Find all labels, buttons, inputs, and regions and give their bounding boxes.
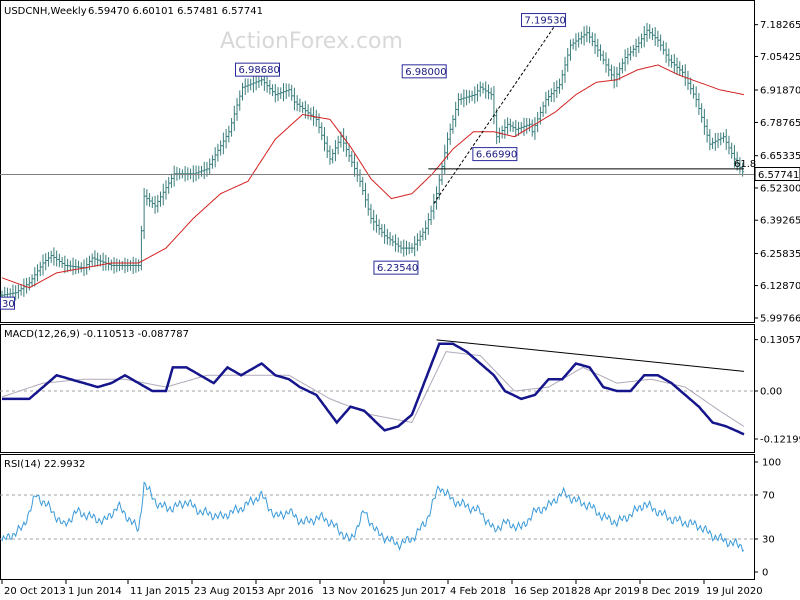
x-axis: 20 Oct 2013 1 Jun 2014 11 Jan 2015 23 Aug 2…	[1, 580, 763, 597]
price-annotation: 6.98000	[405, 67, 446, 78]
price-header-ohlc: 6.59470 6.60101 6.57481 6.57741	[88, 6, 263, 17]
moving-average-line	[1, 64, 745, 289]
x-tick-label: 3 Apr 2016	[258, 586, 313, 597]
macd-tick-label: 0.00	[760, 387, 782, 398]
price-annotation-box	[373, 260, 419, 275]
price-annotation-box	[401, 64, 447, 79]
x-tick-label: 13 Nov 2016	[322, 586, 386, 597]
price-labels: 6.98680 6.98000 7.19530 6.66990 6.23540 30	[0, 13, 567, 310]
macd-tick-label: -0.121993	[760, 434, 800, 445]
x-tick-label: 11 Jan 2015	[130, 586, 190, 597]
price-tick-label: 6.78765	[760, 118, 800, 129]
price-annotation: 6.23540	[377, 263, 418, 274]
price-tick-label: 7.18265	[760, 20, 800, 31]
price-tick-label: 6.39265	[760, 216, 800, 227]
x-tick-label: 4 Feb 2018	[450, 586, 506, 597]
macd-indicator: 0.13057 0.00 -0.121993	[0, 335, 800, 445]
rsi-tick-label: 0	[762, 568, 768, 579]
price-annotation-box	[234, 62, 280, 77]
rsi-title: RSI(14) 22.9932	[4, 459, 85, 470]
price-tick-label: 6.12870	[760, 281, 800, 292]
watermark: ActionForex.com	[220, 29, 403, 54]
price-annotation-box	[472, 147, 518, 162]
price-axis: 7.18265 7.05425 6.91870 6.78765 6.65335 6.523…	[754, 20, 800, 325]
x-tick-label: 19 Jul 2020	[706, 586, 763, 597]
x-tick-label: 20 Oct 2013	[4, 586, 66, 597]
rsi-panel-frame	[0, 454, 755, 580]
current-price-tag	[754, 166, 800, 181]
fib-level-label: 61.8	[734, 159, 756, 170]
edge-label: 30	[2, 299, 15, 310]
x-tick-label: 16 Sep 2018	[514, 586, 577, 597]
macd-panel-frame	[0, 324, 755, 453]
x-tick-label: 25 Jun 2017	[386, 586, 446, 597]
macd-title: MACD(12,26,9) -0.110513 -0.087787	[4, 329, 189, 340]
price-tick-label: 7.05425	[760, 52, 800, 63]
price-tick-label: 5.99766	[760, 314, 800, 325]
price-tick-label: 6.65335	[760, 151, 800, 162]
price-annotation: 6.98680	[238, 65, 279, 76]
price-annotation: 7.19530	[525, 16, 566, 27]
rsi-line	[1, 481, 745, 552]
price-header-symbol: USDCNH,Weekly	[4, 6, 87, 17]
rsi-indicator: 100 70 30 0	[0, 458, 781, 579]
price-trendline	[433, 22, 558, 204]
price-lines: 61.8	[0, 22, 756, 289]
macd-tick-label: 0.13057	[760, 335, 800, 346]
price-bars	[0, 22, 745, 303]
macd-signal-line	[1, 351, 745, 427]
price-tick-label: 6.52300	[760, 183, 800, 194]
x-tick-label: 23 Aug 2015	[194, 586, 258, 597]
macd-line	[2, 342, 745, 436]
price-annotation-box	[521, 13, 567, 28]
price-annotation: 6.66990	[476, 150, 517, 161]
current-price-label: 6.57741	[758, 170, 799, 181]
x-tick-label: 28 Apr 2019	[578, 586, 640, 597]
price-tick-label: 6.25835	[760, 249, 800, 260]
macd-trendline	[436, 339, 745, 372]
rsi-tick-label: 100	[762, 458, 781, 469]
price-tick-label: 6.91870	[760, 86, 800, 97]
rsi-tick-label: 70	[762, 491, 775, 502]
rsi-tick-label: 30	[762, 535, 775, 546]
x-tick-label: 1 Jun 2014	[68, 586, 122, 597]
x-tick-label: 8 Dec 2019	[642, 586, 700, 597]
edge-label-box	[0, 296, 15, 310]
